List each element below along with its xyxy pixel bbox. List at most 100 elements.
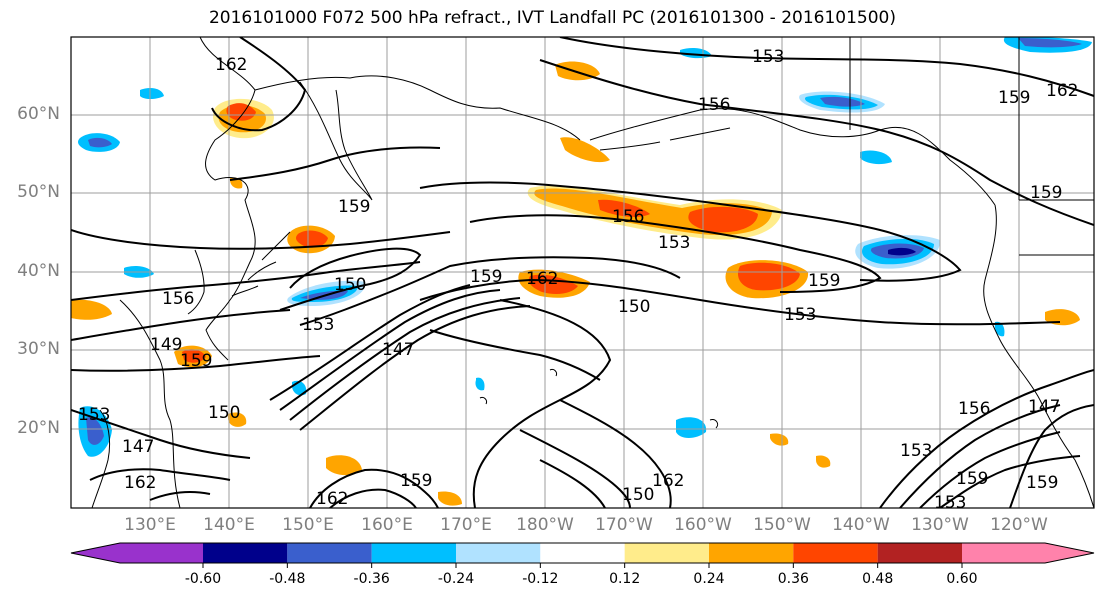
kamchatka-coastline [299, 81, 373, 201]
contour-label: 159 [180, 351, 212, 371]
warm-anomaly-blob [228, 412, 247, 427]
lon-label: 130°W [911, 515, 969, 535]
warm-anomaly-blob [737, 262, 800, 291]
warm-anomaly-blob [688, 206, 758, 233]
colorbar-tick-label: -0.36 [353, 571, 390, 587]
contour-label: 156 [162, 289, 194, 309]
contour-label: 150 [208, 403, 240, 423]
anomaly-shading [71, 37, 1092, 506]
warm-anomaly-blob [182, 349, 206, 363]
siberia-coastline [254, 75, 581, 141]
warm-anomaly-blob [326, 455, 362, 476]
asia-coastline [199, 37, 256, 361]
colorbar-tick-label: 0.60 [946, 571, 978, 587]
china-coastline [119, 299, 181, 508]
colorbar-tick-label: -0.24 [437, 571, 475, 587]
lon-label: 170°E [440, 515, 492, 535]
warm-anomaly-blob [226, 103, 256, 121]
contour-label: 162 [652, 471, 684, 491]
contour-label: 159 [1026, 473, 1058, 493]
contour-label: 159 [998, 88, 1030, 108]
contour-label: 150 [618, 297, 650, 317]
contour-label: 150 [622, 485, 654, 505]
colorbar-tick-label: -0.60 [184, 571, 222, 587]
north-america-coastline [983, 204, 1094, 508]
contour-label: 149 [150, 335, 182, 355]
borders [849, 37, 1094, 256]
warm-anomaly-blob [560, 137, 610, 163]
korea-coastline [187, 249, 205, 315]
contour-label: 156 [958, 399, 990, 419]
lon-label: 170°W [595, 515, 653, 535]
lon-label: 160°E [361, 515, 413, 535]
pacific-islands [479, 369, 719, 429]
contour-label: 153 [784, 305, 816, 325]
contour-label: 147 [122, 437, 154, 457]
colorbar-tick-label: 0.36 [777, 571, 809, 587]
colorbar-tick-label: -0.48 [269, 571, 306, 587]
lon-label: 140°E [203, 515, 255, 535]
japan-coastline [231, 231, 291, 297]
contour-label: 162 [1046, 81, 1078, 101]
cool-anomaly-blob [140, 88, 164, 99]
coastlines [91, 37, 1094, 508]
cool-anomaly-blob [1018, 38, 1082, 48]
lat-label: 20°N [17, 418, 60, 438]
lat-label: 60°N [17, 104, 60, 124]
warm-anomaly-blob [71, 299, 112, 320]
lat-label: 50°N [17, 182, 60, 202]
cool-anomaly-blob [676, 417, 707, 438]
contour-label: 147 [1028, 397, 1060, 417]
colorbar-tick-label: 0.24 [693, 571, 725, 587]
lon-label: 130°E [124, 515, 176, 535]
lon-label: 160°W [674, 515, 732, 535]
alaska-coastline [589, 108, 996, 206]
contour-label: 159 [956, 469, 988, 489]
lon-label: 150°W [753, 515, 811, 535]
cool-anomaly-blob [994, 321, 1005, 337]
lon-label: 140°W [832, 515, 890, 535]
contour-label: 159 [808, 271, 840, 291]
refractivity-contours [71, 37, 1094, 508]
lat-label: 30°N [17, 339, 60, 359]
contour-label: 162 [215, 55, 247, 75]
colorbar-tick-label: 0.48 [862, 571, 894, 587]
warm-anomaly-blob [296, 230, 328, 248]
cool-anomaly-blob [88, 137, 112, 148]
map-title: 2016101000 F072 500 hPa refract., IVT La… [208, 8, 896, 28]
lon-label: 180°W [516, 515, 574, 535]
contour-label: 156 [612, 207, 644, 227]
contour-labels: 162 153 156 159 162 159 159 156 153 159 … [78, 47, 1078, 513]
contour-label: 153 [302, 315, 334, 335]
contour-label: 159 [470, 267, 502, 287]
contour-label: 162 [124, 473, 156, 493]
cool-anomaly-blob [860, 150, 892, 165]
warm-anomaly-blob [770, 433, 789, 446]
colorbar-tick-label: -0.12 [522, 571, 559, 587]
contour-label: 153 [934, 493, 966, 513]
contour-label: 147 [382, 340, 414, 360]
cool-anomaly-blob [820, 96, 865, 107]
contour-label: 159 [400, 471, 432, 491]
contour-label: 156 [698, 95, 730, 115]
contour-label: 162 [316, 489, 348, 509]
contour-label: 159 [1030, 183, 1062, 203]
contour-label: 153 [900, 441, 932, 461]
contour-label: 153 [78, 405, 110, 425]
colorbar-tick-label: 0.12 [609, 571, 641, 587]
contour-label: 162 [526, 269, 558, 289]
cool-anomaly-blob [475, 377, 485, 391]
contour-label: 159 [338, 197, 370, 217]
warm-anomaly-blob [438, 491, 462, 506]
warm-anomaly-blob [816, 455, 831, 468]
contour-label: 153 [658, 233, 690, 253]
lat-label: 40°N [17, 261, 60, 281]
lon-label: 120°W [990, 515, 1048, 535]
aleutian-islands [599, 127, 731, 151]
cool-anomaly-blob [888, 247, 916, 256]
lon-label: 150°E [282, 515, 334, 535]
cool-anomaly-blob [86, 417, 104, 445]
contour-label: 153 [752, 47, 784, 67]
plot-frame [70, 36, 1095, 509]
